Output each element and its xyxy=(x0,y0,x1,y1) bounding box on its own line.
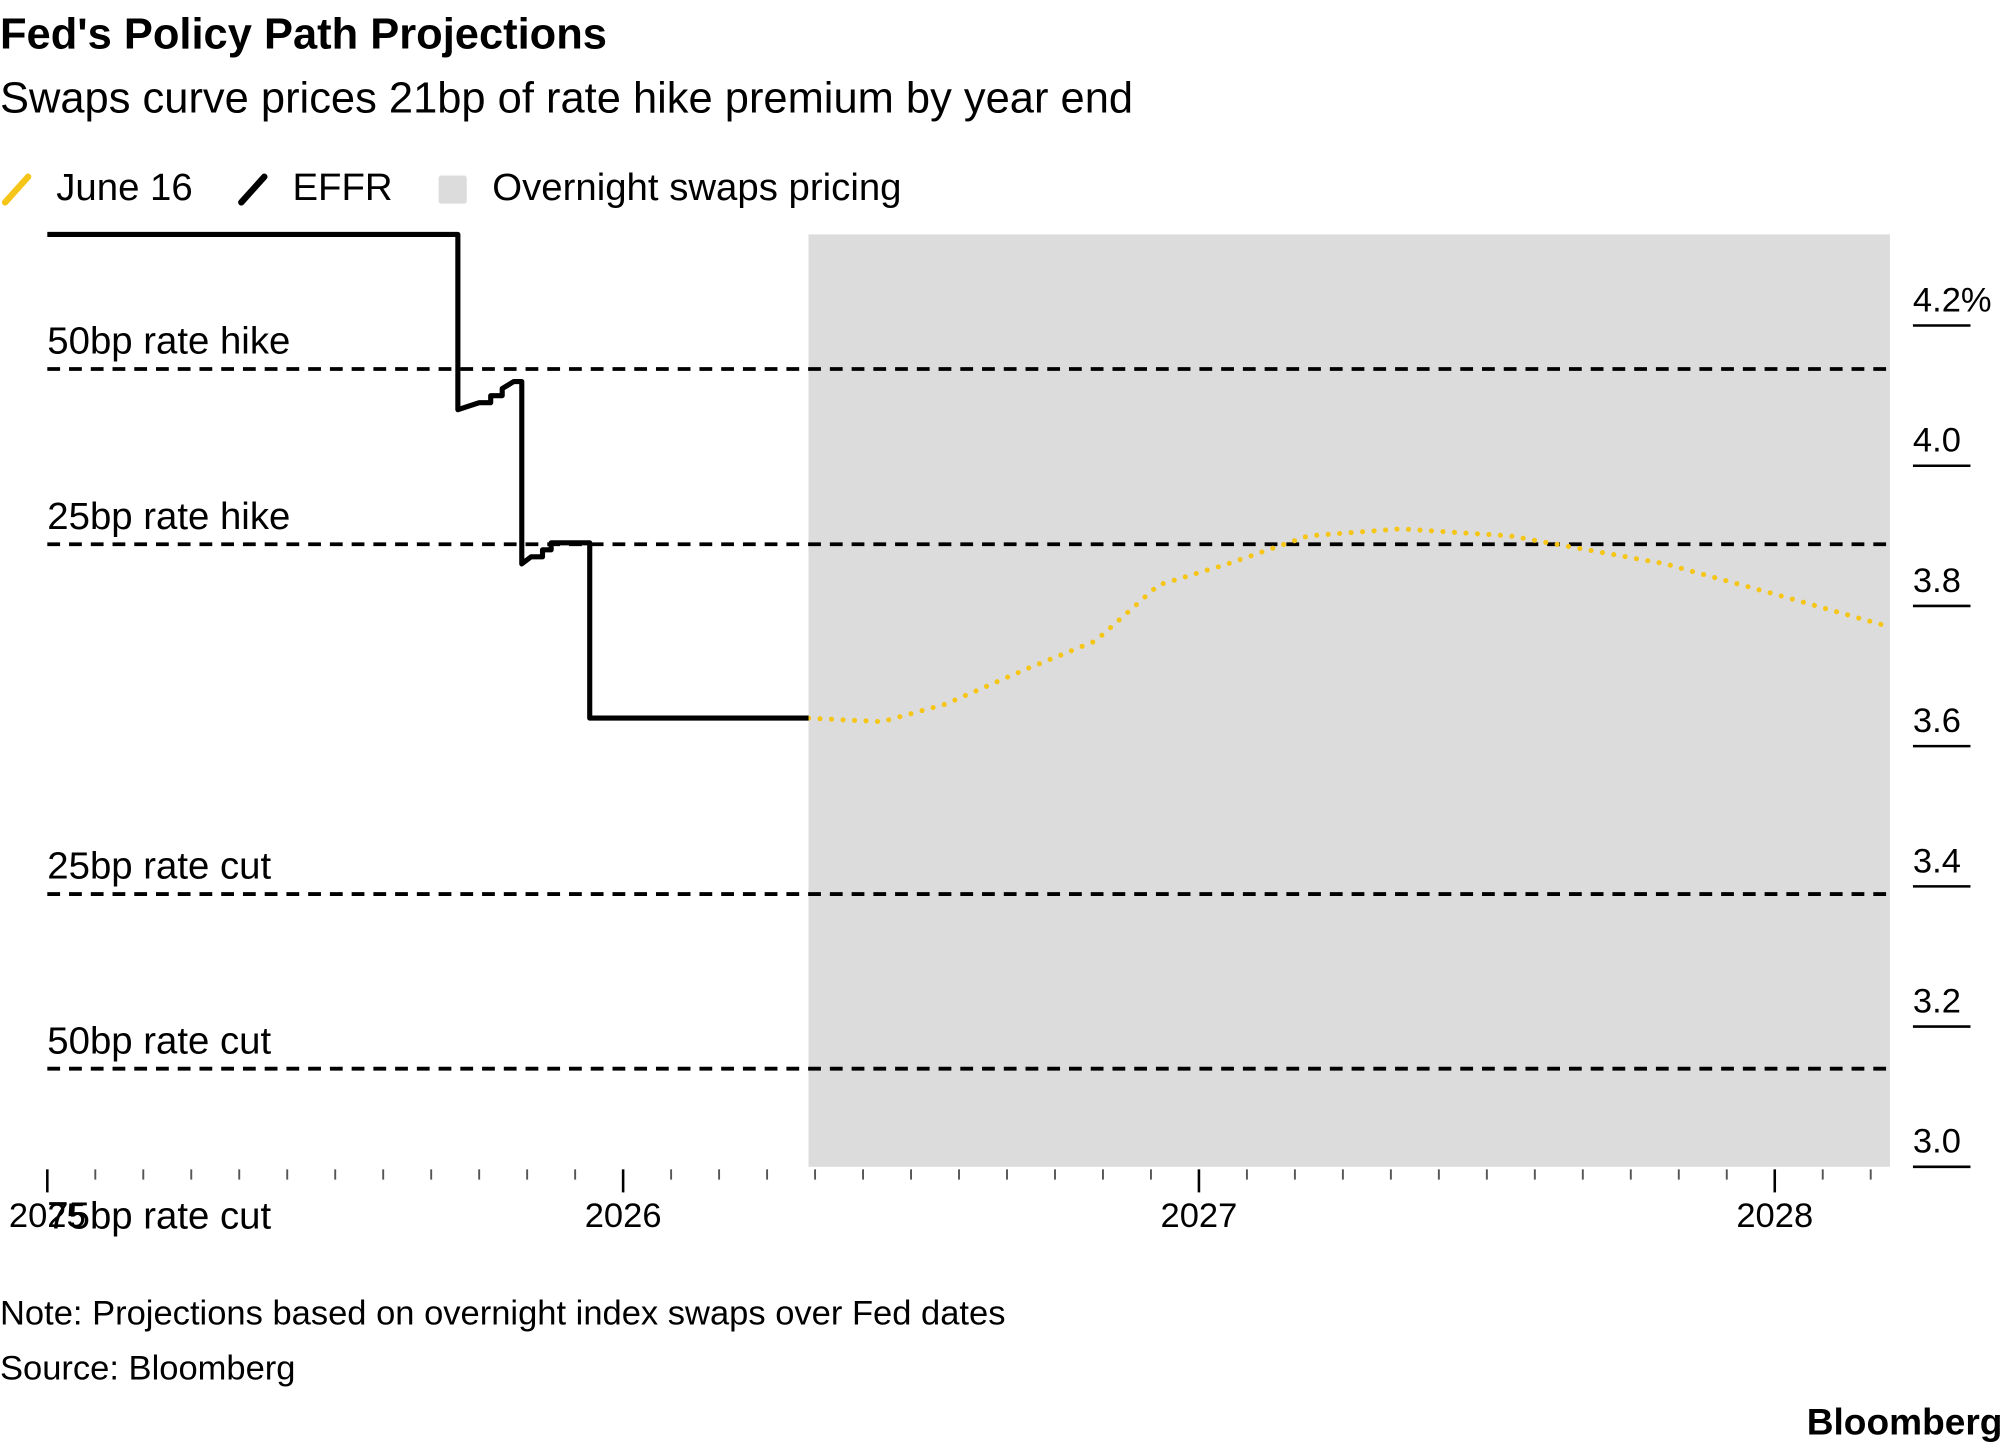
y-tick-label: 4.2% xyxy=(1913,281,1992,319)
series-line xyxy=(47,231,809,721)
y-tick-label: 3.6 xyxy=(1913,702,1961,740)
y-tick-label: 3.0 xyxy=(1913,1123,1961,1161)
brand: Bloomberg xyxy=(1807,1400,2003,1442)
y-tick-label: 3.8 xyxy=(1913,562,1961,600)
x-tick-label: 2025 xyxy=(9,1197,86,1235)
legend-swatch xyxy=(238,173,268,206)
legend-label: Overnight swaps pricing xyxy=(492,166,901,209)
y-tick-label: 4.0 xyxy=(1913,422,1961,460)
legend-swatch xyxy=(438,175,467,204)
source: Source: Bloomberg xyxy=(0,1349,295,1387)
reference-label: 50bp rate cut xyxy=(47,1019,271,1062)
shaded-region xyxy=(808,234,1890,1167)
chart-subtitle: Swaps curve prices 21bp of rate hike pre… xyxy=(0,75,1133,123)
reference-label: 50bp rate hike xyxy=(47,320,290,363)
x-tick-label: 2028 xyxy=(1736,1197,1813,1235)
chart-title: Fed's Policy Path Projections xyxy=(0,11,607,59)
note: Note: Projections based on overnight ind… xyxy=(0,1294,1005,1332)
reference-label: 75bp rate cut xyxy=(47,1195,271,1238)
legend-label: EFFR xyxy=(292,166,392,209)
reference-label: 25bp rate cut xyxy=(47,845,271,888)
y-tick-label: 3.4 xyxy=(1913,842,1961,880)
x-tick-label: 2026 xyxy=(585,1197,662,1235)
x-tick-label: 2027 xyxy=(1161,1197,1238,1235)
reference-label: 25bp rate hike xyxy=(47,495,290,538)
series-group xyxy=(47,231,1893,725)
series-line xyxy=(805,526,1893,725)
legend-swatch xyxy=(1,173,32,206)
legend-label: June 16 xyxy=(56,166,192,209)
y-tick-label: 3.2 xyxy=(1913,982,1961,1020)
